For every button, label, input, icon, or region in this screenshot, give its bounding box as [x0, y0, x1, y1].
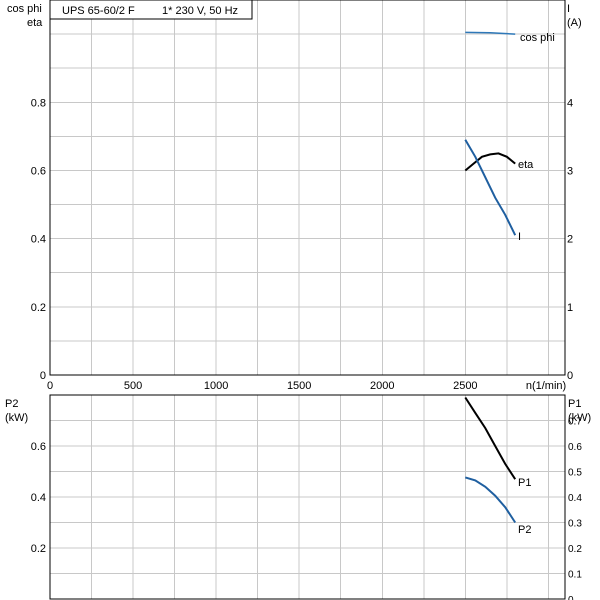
- top-left-tick-label: 0: [40, 370, 46, 382]
- top-left-axis-ticks: 0 0.2 0.4 0.6 0.8: [31, 97, 46, 382]
- top-left-tick-label: 0.6: [31, 165, 46, 177]
- bottom-left-tick-label: 0.4: [31, 492, 46, 504]
- bottom-right-tick-label: 0.3: [568, 519, 582, 530]
- bottom-right-tick-label: 0.7: [568, 417, 582, 428]
- current-curve-label: I: [518, 231, 521, 243]
- cos-phi-curve-label: cos phi: [520, 32, 555, 44]
- p1-curve-label: P1: [518, 477, 531, 489]
- bottom-right-axis-ticks: 0 0.1 0.2 0.3 0.4 0.5 0.6 0.7: [568, 417, 582, 600]
- header-box: UPS 65-60/2 F 1* 230 V, 50 Hz: [49, 0, 253, 20]
- top-left-axis-title-1: cos phi: [7, 3, 42, 15]
- eta-curve: [464, 152, 516, 172]
- top-left-tick-label: 0.4: [31, 234, 46, 246]
- power-supply-label: 1* 230 V, 50 Hz: [162, 5, 238, 17]
- bottom-plot-frame: [49, 394, 566, 600]
- top-right-axis-title-1: I: [567, 3, 570, 15]
- bottom-right-tick-label: 0.5: [568, 468, 582, 479]
- x-axis-label: n(1/min): [526, 380, 566, 392]
- x-axis-ticks: 0 500 1000 1500 2000 2500: [47, 380, 478, 392]
- x-tick-label: 2500: [453, 380, 477, 392]
- top-left-tick-label: 0.8: [31, 97, 46, 109]
- eta-curve-label: eta: [518, 159, 534, 171]
- top-right-tick-label: 4: [567, 97, 573, 109]
- x-tick-label: 500: [124, 380, 142, 392]
- x-tick-label: 0: [47, 380, 53, 392]
- bottom-left-axis-title-2: (kW): [5, 412, 28, 424]
- top-right-tick-label: 3: [567, 165, 573, 177]
- top-right-axis-ticks: 0 1 2 3 4: [567, 97, 573, 382]
- bottom-left-tick-label: 0.2: [31, 543, 46, 555]
- x-tick-label: 1000: [204, 380, 228, 392]
- top-left-axis-title-2: eta: [27, 17, 43, 29]
- p1-curve: [464, 396, 517, 480]
- bottom-right-axis-title-1: P1: [568, 398, 581, 410]
- p2-curve: [465, 476, 517, 524]
- bottom-right-tick-label: 0.1: [568, 570, 582, 581]
- top-plot-frame: [49, 0, 566, 376]
- top-left-tick-label: 0.2: [31, 302, 46, 314]
- x-tick-label: 2000: [370, 380, 394, 392]
- bottom-left-tick-label: 0.6: [31, 441, 46, 453]
- p2-curve-label: P2: [518, 524, 531, 536]
- top-right-tick-label: 0: [567, 370, 573, 382]
- top-right-tick-label: 1: [567, 302, 573, 314]
- bottom-right-axis-title-2: (kW): [568, 412, 591, 424]
- bottom-right-tick-label: 0.2: [568, 544, 582, 555]
- current-curve: [464, 139, 517, 236]
- top-right-axis-title-2: (A): [567, 17, 582, 29]
- bottom-left-axis-title-1: P2: [5, 398, 18, 410]
- bottom-right-tick-label: 0.6: [568, 442, 582, 453]
- bottom-left-axis-ticks: 0.2 0.4 0.6: [31, 441, 46, 555]
- bottom-right-tick-label: 0: [568, 595, 574, 600]
- x-tick-label: 1500: [287, 380, 311, 392]
- pump-model-label: UPS 65-60/2 F: [62, 5, 135, 17]
- bottom-right-tick-label: 0.4: [568, 493, 582, 504]
- cos-phi-curve: [465, 31, 516, 35]
- top-right-tick-label: 2: [567, 234, 573, 246]
